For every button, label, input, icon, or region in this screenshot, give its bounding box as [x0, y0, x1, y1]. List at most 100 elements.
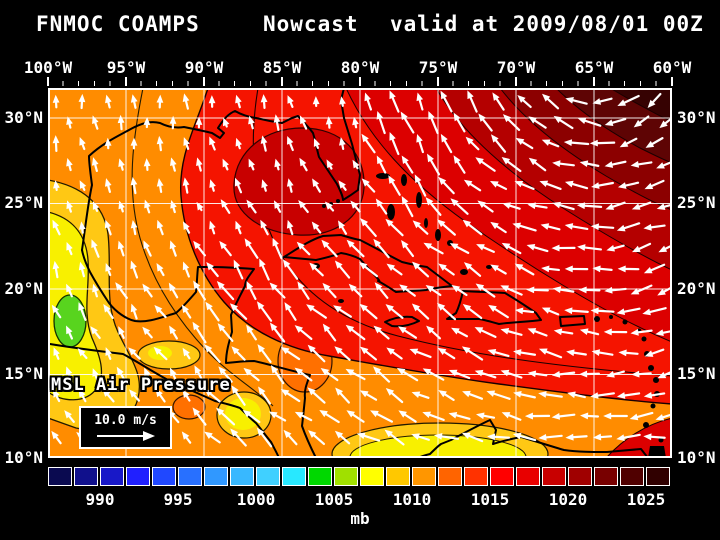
wind-vector-head — [517, 95, 526, 103]
wind-vector-head — [513, 391, 522, 398]
wind-vector-head — [270, 364, 279, 374]
wind-vector-head — [333, 305, 342, 313]
wind-vector-head — [490, 264, 499, 272]
wind-vector-head — [364, 92, 371, 102]
wind-vector-head — [552, 160, 561, 168]
wind-vector-head — [53, 347, 60, 356]
wind-vector-head — [475, 283, 485, 291]
wind-vector-head — [234, 177, 242, 187]
wind-vector-head — [91, 157, 99, 166]
wind-vector-head — [450, 198, 459, 207]
wind-vector — [284, 262, 299, 280]
wind-vector-head — [334, 346, 343, 355]
wind-vector-head — [461, 432, 471, 440]
wind-vector — [310, 347, 326, 363]
wind-vector-head — [256, 301, 265, 310]
wind-vector-head — [425, 285, 435, 293]
wind-vector-head — [655, 329, 664, 337]
wind-vector-head — [396, 367, 406, 375]
wind-vector-head — [92, 201, 100, 210]
wind-vector-head — [618, 349, 627, 357]
wind-vector-head — [346, 410, 355, 418]
wind-vector-head — [370, 410, 379, 418]
wind-vector-head — [541, 265, 550, 273]
wind-vector-head — [168, 282, 176, 292]
wind-vector-head — [656, 162, 665, 169]
wind-vector-head — [156, 219, 164, 229]
wind-vector-head — [374, 282, 383, 291]
wind-vector-head — [564, 223, 574, 230]
wind-vector-head — [182, 177, 190, 186]
wind-vector-head — [476, 412, 485, 420]
wind-vector-head — [206, 262, 214, 271]
wind-vector-head — [118, 326, 125, 335]
wind-vector-head — [657, 288, 666, 296]
wind-vector-head — [345, 324, 355, 333]
colorbar-swatch — [48, 467, 72, 486]
wind-vector — [429, 114, 439, 135]
island-antilles — [622, 319, 628, 325]
wind-vector-head — [335, 387, 344, 396]
colorbar-swatch — [178, 467, 202, 486]
wind-vector-head — [451, 285, 461, 293]
wind-scale-box: 10.0 m/s — [79, 406, 172, 449]
wind-vector — [542, 349, 563, 359]
wind-vector-head — [513, 349, 522, 356]
wind-vector-head — [605, 203, 615, 210]
wind-vector-head — [616, 434, 625, 442]
wind-vector-head — [462, 303, 472, 312]
wind-vector-head — [502, 202, 511, 209]
wind-vector — [402, 114, 415, 134]
wind-vector-head — [78, 221, 86, 230]
wind-vector-head — [565, 96, 574, 104]
colorbar-swatch — [334, 467, 358, 486]
wind-vector-head — [449, 243, 459, 250]
coastline-mexico-centralamerica — [81, 249, 317, 458]
colorbar-unit: mb — [350, 509, 370, 528]
wind-vector-head — [619, 140, 629, 148]
wind-vector-head — [182, 93, 190, 102]
wind-vector-head — [512, 222, 522, 230]
wind-vector-head — [398, 326, 407, 334]
wind-vector-head — [256, 427, 265, 437]
wind-vector — [309, 306, 327, 319]
wind-vector-head — [284, 302, 292, 311]
wind-vector-head — [553, 115, 563, 124]
wind-vector-head — [104, 137, 112, 146]
wind-vector-head — [440, 133, 448, 143]
wind-vector-head — [334, 260, 343, 269]
wind-vector-head — [258, 386, 266, 395]
wind-vector-head — [659, 120, 668, 129]
wind-vector-head — [502, 114, 512, 123]
wind-vector-head — [630, 288, 640, 295]
wind-vector-head — [66, 116, 73, 125]
wind-vector-head — [604, 161, 614, 168]
wind-vector-head — [437, 347, 447, 355]
wind-vector-head — [616, 392, 626, 399]
wind-vector-head — [130, 260, 137, 270]
wind-vector-head — [118, 158, 125, 167]
island-trinidad — [648, 446, 666, 458]
colorbar-swatch — [256, 467, 280, 486]
island — [486, 265, 492, 269]
wind-vector-head — [130, 137, 138, 146]
wind-vector-head — [591, 182, 600, 189]
wind-vector-head — [287, 95, 294, 104]
wind-vector-head — [130, 94, 138, 103]
wind-vector-head — [474, 327, 484, 334]
wind-vector-head — [338, 180, 346, 189]
wind-vector-head — [655, 414, 665, 421]
wind-vector-head — [233, 259, 241, 269]
wind-vector-head — [169, 115, 177, 124]
wind-vector — [580, 246, 602, 251]
longitude-label: 65°W — [574, 58, 614, 77]
longitude-label: 100°W — [23, 58, 73, 77]
wind-vector — [491, 306, 509, 319]
wind-vector-head — [589, 139, 598, 147]
wind-vector-head — [422, 411, 431, 419]
wind-vector-head — [52, 260, 60, 270]
wind-vector-head — [283, 429, 292, 439]
wind-vector-head — [423, 242, 433, 250]
wind-vector-head — [153, 346, 162, 355]
